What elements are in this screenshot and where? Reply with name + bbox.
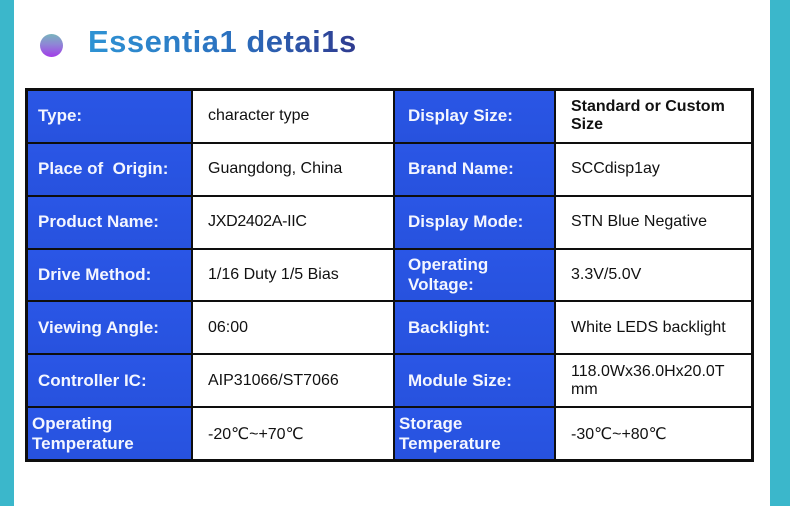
gradient-dot-icon <box>40 33 63 57</box>
spec-label-module-size: Module Size: <box>395 355 554 407</box>
spec-value-display-mode: STN Blue Negative <box>556 196 751 248</box>
spec-value-place-of-origin: Guangdong, China <box>193 143 393 195</box>
spec-value-operating-temperature: -20℃~+70℃ <box>193 408 393 459</box>
spec-label-place-of-origin: Place of Origin: <box>28 143 191 195</box>
spec-value-brand-name: SCCdisp1ay <box>556 143 751 195</box>
spec-value-storage-temperature: -30℃~+80℃ <box>556 408 751 459</box>
spec-label-storage-temperature: Storage Temperature <box>395 408 554 459</box>
section-header: Essentia1 detai1s <box>40 24 357 60</box>
spec-value-backlight: White LEDS backlight <box>556 302 751 354</box>
spec-value-controller-ic: AIP31066/ST7066 <box>193 355 393 407</box>
spec-value-product-name: JXD2402A-IIC <box>193 196 393 248</box>
spec-label-display-size: Display Size: <box>395 91 554 142</box>
spec-value-module-size: 118.0Wx36.0Hx20.0T mm <box>556 355 751 407</box>
spec-label-viewing-angle: Viewing Angle: <box>28 302 191 354</box>
spec-value-display-size: Standard or Custom Size <box>556 91 751 142</box>
spec-label-display-mode: Display Mode: <box>395 196 554 248</box>
spec-value-type: character type <box>193 91 393 142</box>
spec-value-viewing-angle: 06:00 <box>193 302 393 354</box>
spec-value-drive-method: 1/16 Duty 1/5 Bias <box>193 249 393 301</box>
spec-value-operating-voltage: 3.3V/5.0V <box>556 249 751 301</box>
spec-label-operating-voltage: Operating Voltage: <box>395 249 554 301</box>
spec-label-backlight: Backlight: <box>395 302 554 354</box>
spec-label-type: Type: <box>28 91 191 142</box>
spec-label-drive-method: Drive Method: <box>28 249 191 301</box>
spec-table: Type: character type Display Size: Stand… <box>25 88 754 462</box>
left-accent-bar <box>0 0 14 506</box>
spec-label-operating-temperature: Operating Temperature <box>28 408 191 459</box>
spec-label-controller-ic: Controller IC: <box>28 355 191 407</box>
right-accent-bar <box>770 0 790 506</box>
spec-label-product-name: Product Name: <box>28 196 191 248</box>
spec-label-brand-name: Brand Name: <box>395 143 554 195</box>
page-title: Essentia1 detai1s <box>88 24 357 59</box>
